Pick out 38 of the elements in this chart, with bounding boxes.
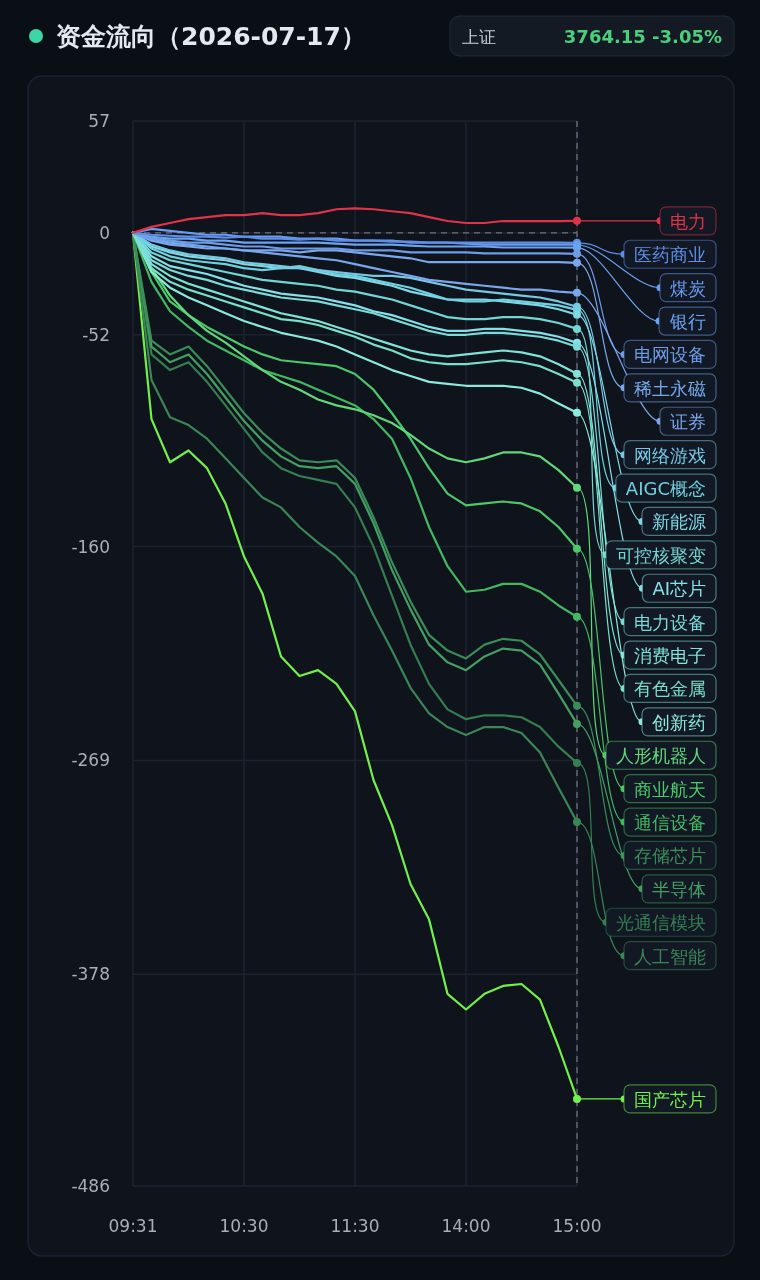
legend-label: AIGC概念 [625,478,706,500]
x-tick-label: 15:00 [552,1216,602,1236]
y-tick-label: -378 [71,964,110,985]
legend-label: 创新药 [652,711,706,733]
legend-label: 国产芯片 [634,1088,706,1110]
legend-label: 消费电子 [634,645,706,667]
y-tick-label: -486 [71,1176,110,1196]
legend-label: 银行 [669,311,706,333]
legend-label: 人形机器人 [616,745,706,767]
legend-label: 半导体 [652,878,706,900]
y-tick-label: 0 [99,222,110,243]
x-tick-label: 11:30 [330,1216,380,1236]
legend-label: 存储芯片 [634,845,706,867]
x-tick-label: 10:30 [219,1216,269,1236]
header: 资金流向（2026-07-17） 上证 3764.15 -3.05% [29,15,735,57]
legend-label: AI芯片 [652,578,706,600]
legend-label: 网络游戏 [634,444,706,466]
legend-label: 人工智能 [634,945,706,967]
y-tick-label: -269 [71,750,110,771]
legend-label: 光通信模块 [616,912,706,934]
legend-label: 稀土永磁 [634,377,706,399]
legend-label: 电力设备 [634,611,706,633]
legend-label: 通信设备 [634,812,706,834]
y-tick-label: -160 [71,536,110,557]
x-tick-label: 14:00 [441,1216,491,1236]
legend-label: 可控核聚变 [616,544,706,566]
legend-label: 有色金属 [634,678,706,700]
y-tick-label: -52 [82,324,110,345]
legend-label: 商业航天 [634,778,706,800]
legend-label: 煤炭 [670,277,706,299]
legend-label: 电网设备 [634,344,706,366]
y-tick-label: 57 [88,111,110,131]
chart-title: 资金流向（2026-07-17） [56,22,366,51]
legend-label: 证券 [670,411,706,433]
legend-label: 新能源 [652,511,706,533]
legend-label: 医药商业 [634,244,706,266]
x-tick-label: 09:31 [108,1216,158,1236]
legend-label: 电力 [670,210,706,232]
